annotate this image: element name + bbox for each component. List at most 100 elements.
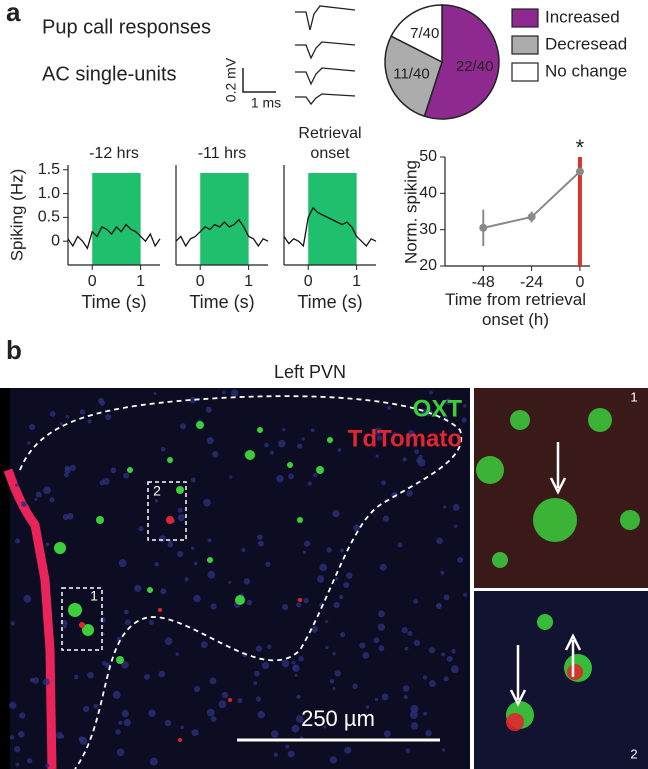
nucleus [73,674,79,680]
nucleus [99,616,106,623]
nucleus [158,670,166,678]
nucleus [425,730,432,737]
arrow [509,645,527,707]
oxt-cell [257,427,263,433]
x-tick-label: 0 [575,274,584,291]
nucleus [229,475,233,479]
scale-label: 250 µm [301,706,375,731]
nucleus [254,670,260,677]
nucleus [160,446,166,452]
nucleus [110,467,117,474]
nucleus [334,670,341,677]
nucleus [164,637,173,645]
channel-label: OXT [413,395,463,422]
nucleus [124,619,131,626]
y-tick-label: 40 [419,185,437,202]
tdtomato-cell [79,622,85,628]
nucleus [45,763,50,768]
nucleus [446,655,453,662]
nucleus [325,646,329,650]
waveform [295,41,356,60]
nucleus [210,716,217,722]
tdtomato-cell [298,598,302,602]
nucleus [282,427,286,432]
point [527,212,536,221]
nucleus [413,599,418,604]
panel-title: -11 hrs [197,145,247,162]
nucleus [264,442,269,448]
nucleus [382,515,390,522]
nucleus [206,708,215,717]
nucleus [450,665,459,674]
nucleus [311,625,318,633]
nucleus [291,724,300,733]
nucleus [381,693,389,701]
pie-slice [423,4,500,120]
stimulus-window [92,173,141,265]
tissue-edge [0,388,10,769]
nucleus [374,427,382,436]
nucleus [288,473,294,480]
nucleus [15,762,20,767]
slice-label: 11/40 [393,66,429,83]
nucleus [190,546,195,550]
x-tick-label: 1 [352,273,361,290]
x-axis-label: Time (s) [297,292,363,312]
stimulus-window [200,173,249,265]
nucleus [267,644,272,649]
nucleus [352,683,358,689]
nucleus [49,411,56,417]
nucleus [20,501,27,507]
nucleus [230,389,239,397]
nucleus [221,691,229,699]
nucleus [276,475,284,483]
nucleus [23,595,32,603]
nucleus [329,756,337,764]
nucleus [200,641,208,649]
oxt-cell [207,557,213,563]
nucleus [206,437,214,445]
x-tick-label: 0 [304,273,313,290]
nucleus [297,443,303,449]
inset [474,591,648,769]
nucleus [344,746,352,754]
nucleus [42,678,50,686]
arrow [549,442,567,495]
nucleus [134,584,142,592]
nucleus [87,671,94,679]
oxt-cell [235,595,245,605]
oxt-cell [492,552,508,568]
nucleus [451,649,456,654]
nucleus [15,538,21,544]
nucleus [405,748,410,753]
nucleus [191,729,199,737]
nucleus [339,548,344,553]
nucleus [10,621,15,626]
trace [67,223,161,250]
nucleus [408,433,414,438]
y-axis-label: Spiking (Hz) [7,169,26,262]
nucleus [269,450,274,455]
nucleus [115,729,121,735]
x-tick-label: 1 [244,273,253,290]
nucleus [404,646,409,651]
nucleus [123,609,129,615]
nucleus [413,639,421,647]
nucleus [435,603,442,610]
nucleus [443,594,450,601]
nucleus [87,419,92,424]
nucleus [340,631,346,638]
nucleus [325,619,329,623]
nucleus [335,577,339,581]
tdtomato-cell [166,516,174,524]
micrograph [0,388,470,769]
nucleus [457,557,464,563]
nucleus [436,537,443,545]
oxt-cell [127,467,133,473]
nucleus [241,548,246,553]
trace [283,206,377,248]
y-tick-label: 0.5 [38,209,60,226]
tdtomato-cell [506,713,524,731]
x-axis-label: Time from retrieval onset (h) [444,290,587,329]
